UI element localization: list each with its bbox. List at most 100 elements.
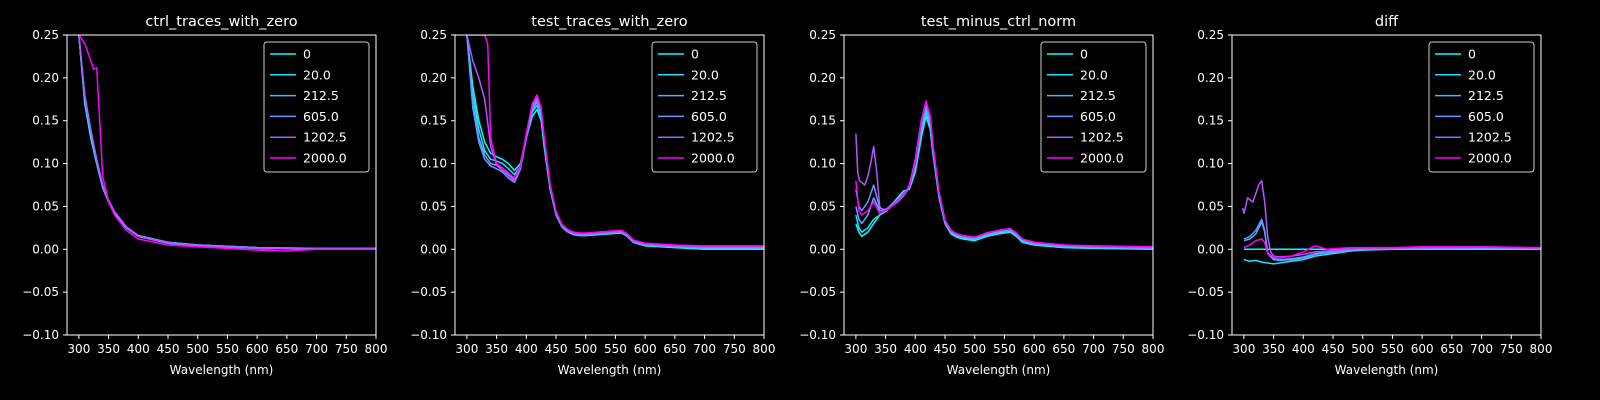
- x-axis-label: Wavelength (nm): [558, 363, 662, 377]
- chart-title: ctrl_traces_with_zero: [145, 14, 297, 30]
- legend-label: 1202.5: [691, 130, 735, 145]
- y-tick-label: 0.10: [32, 157, 59, 171]
- x-tick-label: 750: [1112, 342, 1135, 356]
- y-tick-label: −0.10: [22, 328, 59, 342]
- y-tick-label: 0.25: [1197, 28, 1224, 42]
- x-tick-label: 600: [634, 342, 657, 356]
- axes-frame: [454, 34, 765, 336]
- series-line-1202.5: [1241, 179, 1541, 258]
- legend-label: 0: [1468, 47, 1476, 62]
- x-tick-label: 350: [1262, 342, 1285, 356]
- y-tick-label: 0.20: [32, 71, 59, 85]
- axes-frame: [66, 34, 377, 336]
- y-tick-label: 0.20: [809, 71, 836, 85]
- y-tick-label: 0.05: [1197, 199, 1224, 213]
- legend-label: 605.0: [303, 109, 339, 124]
- x-tick-label: 750: [335, 342, 358, 356]
- legend-label: 20.0: [1468, 67, 1496, 82]
- x-tick-label: 500: [574, 342, 597, 356]
- legend-label: 605.0: [691, 109, 727, 124]
- y-tick-label: 0.00: [809, 242, 836, 256]
- legend-label: 605.0: [1468, 109, 1504, 124]
- y-tick-label: 0.05: [809, 199, 836, 213]
- x-tick-label: 550: [216, 342, 239, 356]
- series-line-2000.0: [855, 100, 1153, 248]
- y-tick-label: 0.15: [809, 114, 836, 128]
- x-tick-label: 600: [1411, 342, 1434, 356]
- axes-frame: [1231, 34, 1542, 336]
- y-tick-label: 0.25: [420, 28, 447, 42]
- x-tick-label: 350: [874, 342, 897, 356]
- chart-title: test_traces_with_zero: [531, 14, 688, 30]
- legend-label: 2000.0: [303, 151, 347, 166]
- legend-label: 212.5: [303, 88, 339, 103]
- y-tick-label: −0.10: [799, 328, 836, 342]
- legend-label: 0: [691, 47, 699, 62]
- y-tick-label: 0.15: [32, 114, 59, 128]
- y-tick-label: 0.05: [32, 199, 59, 213]
- x-tick-label: 750: [1500, 342, 1523, 356]
- x-tick-label: 600: [1023, 342, 1046, 356]
- x-tick-label: 550: [1381, 342, 1404, 356]
- chart-title: test_minus_ctrl_norm: [921, 14, 1076, 30]
- legend-label: 2000.0: [1468, 151, 1512, 166]
- y-tick-label: 0.00: [420, 242, 447, 256]
- series-group: [855, 100, 1153, 251]
- axes-0: 300 350 400 450 500 550 600 650 700 750 800 −0.10 −0…: [22, 14, 387, 377]
- x-tick-label: 700: [1470, 342, 1493, 356]
- legend: 0 20.0 212.5 605.0 1202.5 2000.0: [651, 41, 758, 173]
- legend-label: 212.5: [691, 88, 727, 103]
- x-tick-label: 800: [753, 342, 776, 356]
- series-line-2000.0: [466, 35, 764, 247]
- axes-3: 300 350 400 450 500 550 600 650 700 750 800 −0.10 −0…: [1187, 14, 1552, 377]
- legend: 0 20.0 212.5 605.0 1202.5 2000.0: [1040, 41, 1147, 173]
- x-tick-label: 550: [604, 342, 627, 356]
- series-line-2000.0: [78, 35, 376, 252]
- x-tick-label: 500: [963, 342, 986, 356]
- legend: 0 20.0 212.5 605.0 1202.5 2000.0: [1428, 41, 1535, 173]
- x-tick-label: 400: [1292, 342, 1315, 356]
- y-tick-label: 0.10: [1197, 157, 1224, 171]
- x-axis-label: Wavelength (nm): [170, 363, 274, 377]
- series-line-1202.5: [78, 35, 376, 251]
- x-tick-label: 350: [97, 342, 120, 356]
- legend-label: 605.0: [1080, 109, 1116, 124]
- y-tick-label: −0.05: [799, 285, 836, 299]
- x-tick-label: 350: [485, 342, 508, 356]
- legend-label: 1202.5: [1080, 130, 1124, 145]
- x-tick-label: 400: [515, 342, 538, 356]
- y-tick-label: −0.05: [22, 285, 59, 299]
- x-tick-label: 450: [1322, 342, 1345, 356]
- x-tick-label: 300: [67, 342, 90, 356]
- x-tick-label: 800: [1530, 342, 1553, 356]
- y-tick-label: 0.10: [420, 157, 447, 171]
- series-group: [466, 35, 764, 251]
- x-tick-label: 300: [455, 342, 478, 356]
- y-tick-label: 0.15: [1197, 114, 1224, 128]
- y-tick-label: 0.25: [809, 28, 836, 42]
- x-tick-label: 650: [1440, 342, 1463, 356]
- legend-label: 20.0: [303, 67, 331, 82]
- series-group: [1241, 179, 1541, 265]
- x-tick-label: 650: [275, 342, 298, 356]
- y-tick-label: 0.25: [32, 28, 59, 42]
- x-tick-label: 300: [1232, 342, 1255, 356]
- x-tick-label: 500: [186, 342, 209, 356]
- x-tick-label: 400: [904, 342, 927, 356]
- legend: 0 20.0 212.5 605.0 1202.5 2000.0: [263, 41, 370, 173]
- legend-label: 212.5: [1468, 88, 1504, 103]
- x-tick-label: 800: [1142, 342, 1165, 356]
- y-tick-label: 0.20: [1197, 71, 1224, 85]
- legend-label: 1202.5: [1468, 130, 1512, 145]
- x-tick-label: 650: [1052, 342, 1075, 356]
- y-tick-label: −0.10: [410, 328, 447, 342]
- y-tick-label: 0.00: [1197, 242, 1224, 256]
- legend-label: 2000.0: [691, 151, 735, 166]
- x-axis-label: Wavelength (nm): [1335, 363, 1439, 377]
- y-tick-label: −0.05: [410, 285, 447, 299]
- axes-2: 300 350 400 450 500 550 600 650 700 750 800 −0.10 −0…: [799, 14, 1164, 377]
- y-tick-label: 0.15: [420, 114, 447, 128]
- y-tick-label: 0.05: [420, 199, 447, 213]
- legend-label: 0: [303, 47, 311, 62]
